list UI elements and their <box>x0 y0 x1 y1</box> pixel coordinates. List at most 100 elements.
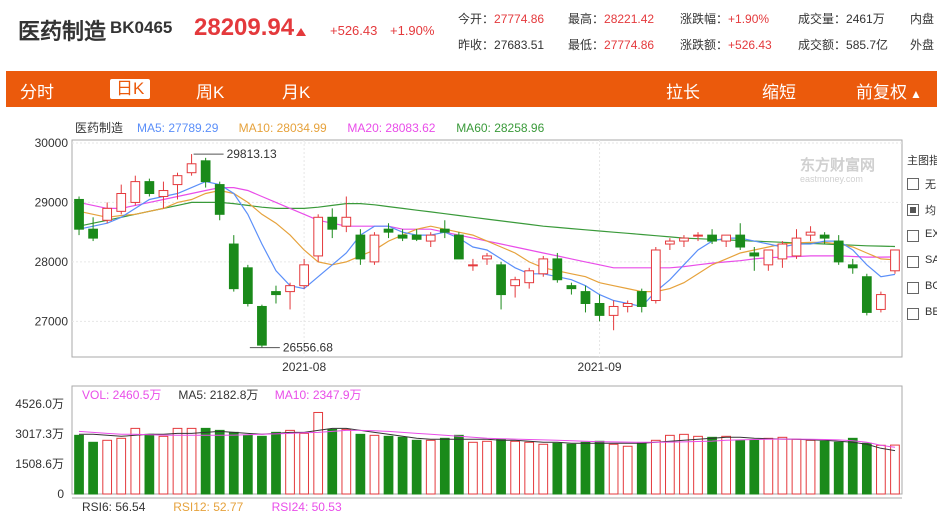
candle-body <box>552 258 563 281</box>
price-change-pct: +1.90% <box>390 23 435 38</box>
volume-bar <box>411 439 422 495</box>
candle-body <box>299 264 309 287</box>
tab-weekly[interactable]: 周K <box>196 83 225 102</box>
volume-bar <box>847 437 858 495</box>
volume-bar <box>482 440 492 495</box>
volume-bar <box>271 431 281 495</box>
checkbox-icon[interactable] <box>907 256 919 268</box>
volume-bar <box>327 428 338 495</box>
volume-bar <box>665 434 675 495</box>
up-arrow-icon <box>296 28 306 36</box>
checkbox-icon[interactable] <box>907 230 919 242</box>
ma-legend-item: MA5: 27789.29 <box>137 121 219 135</box>
stat-value: 27774.86 <box>494 12 545 26</box>
candle-body <box>707 234 717 242</box>
candle-body <box>482 255 492 260</box>
indicator-option[interactable]: 无 <box>907 176 937 194</box>
candle-body <box>763 249 774 266</box>
stat-3: 成交量：2461万 <box>798 10 885 27</box>
vol-tick-label: 0 <box>57 487 64 501</box>
volume-bar <box>186 427 197 495</box>
quote-header: 医药制造 BK0465 28209.94 +526.43 +1.90% 今开：2… <box>0 0 937 62</box>
volume-bar <box>861 442 872 495</box>
candle-body <box>594 302 605 316</box>
volume-bar <box>468 441 478 495</box>
checkbox-icon[interactable] <box>907 178 919 190</box>
candle-body <box>172 175 183 186</box>
vol-ma10-line <box>78 429 896 448</box>
volume-bar <box>355 433 366 495</box>
candle-body <box>102 207 113 221</box>
stat-value: 28221.42 <box>604 12 655 26</box>
tab-intraday[interactable]: 分时 <box>20 83 54 102</box>
volume-bar <box>777 436 788 495</box>
tab-daily[interactable]: 日K <box>110 79 151 99</box>
volume-bar <box>439 437 450 495</box>
candle-body <box>271 291 281 296</box>
vol-legend-item: MA10: 2347.9万 <box>275 388 362 402</box>
vol-tick-label: 4526.0万 <box>15 397 64 411</box>
candle-body <box>327 216 338 230</box>
candle-body <box>679 237 689 242</box>
volume-bar <box>566 443 577 495</box>
indicator-option[interactable]: BE <box>907 306 937 324</box>
adjust-label: 前复权 <box>856 83 907 102</box>
current-price: 28209.94 <box>194 14 295 41</box>
volume-bar <box>228 431 239 495</box>
candle-body <box>468 264 478 267</box>
volume-bar <box>693 435 703 495</box>
checkbox-icon[interactable] <box>907 282 919 294</box>
ma-legend-item: MA20: 28083.62 <box>347 121 435 135</box>
volume-bar <box>650 439 661 495</box>
tab-monthly[interactable]: 月K <box>282 83 311 102</box>
volume-bar <box>763 437 774 495</box>
indicator-option[interactable]: BO <box>907 280 937 298</box>
volume-bar <box>172 427 183 495</box>
stat-label: 涨跌幅： <box>680 12 729 26</box>
y-tick-label: 28000 <box>35 255 69 269</box>
vol-legend-item: VOL: 2460.5万 <box>82 388 161 402</box>
volume-bar <box>735 439 746 495</box>
index-name: 医药制造 <box>18 19 107 44</box>
stat-value: 2461万 <box>846 12 885 26</box>
checkbox-icon[interactable] <box>907 308 919 320</box>
indicator-option-label: BE <box>925 306 937 318</box>
shrink-button[interactable]: 缩短 <box>762 83 796 102</box>
indicator-option[interactable]: EX <box>907 228 937 246</box>
stat-2: 涨跌幅：+1.90% <box>680 10 769 27</box>
annotation-label: 29813.13 <box>227 147 277 161</box>
stretch-button[interactable]: 拉长 <box>666 83 700 102</box>
candle-body <box>425 234 436 242</box>
candle-body <box>186 163 197 174</box>
candle-body <box>130 181 141 203</box>
indicator-option[interactable]: 均 <box>907 202 937 220</box>
volume-bar <box>679 433 689 495</box>
watermark-text: 东方财富网 <box>800 156 875 174</box>
indicator-option-label: 均 <box>925 205 936 217</box>
volume-bar <box>552 442 563 495</box>
candle-body <box>397 234 408 239</box>
candle-body <box>454 234 464 260</box>
volume-bar <box>200 427 211 495</box>
candle-body <box>411 234 422 240</box>
stat-label: 最低： <box>568 38 605 52</box>
checkbox-icon[interactable] <box>907 204 919 216</box>
indicator-option[interactable]: SA <box>907 254 937 272</box>
candle-body <box>777 243 788 260</box>
stat-label: 昨收： <box>458 38 495 52</box>
volume-bar <box>130 427 141 495</box>
candle-body <box>214 184 225 215</box>
volume-bar <box>636 442 647 495</box>
stat-label: 最高： <box>568 12 605 26</box>
volume-bar <box>242 434 253 495</box>
adjust-dropdown[interactable]: 前复权 ▲ <box>856 78 922 103</box>
stat-value: 27683.51 <box>494 38 545 52</box>
vol-tick-label: 3017.3万 <box>15 427 64 441</box>
kline-chart[interactable]: 30000 29000 28000 27000 2021-08 2021-09 医药制造 MA… <box>0 112 905 516</box>
stat-value: +1.90% <box>728 12 770 26</box>
sidebar-title: 主图指 <box>907 155 937 167</box>
x-tick-label: 2021-09 <box>578 360 622 374</box>
candle-body <box>566 285 577 290</box>
stat-5: 昨收：27683.51 <box>458 36 544 53</box>
stat-8: 成交额：585.7亿 <box>798 36 888 53</box>
